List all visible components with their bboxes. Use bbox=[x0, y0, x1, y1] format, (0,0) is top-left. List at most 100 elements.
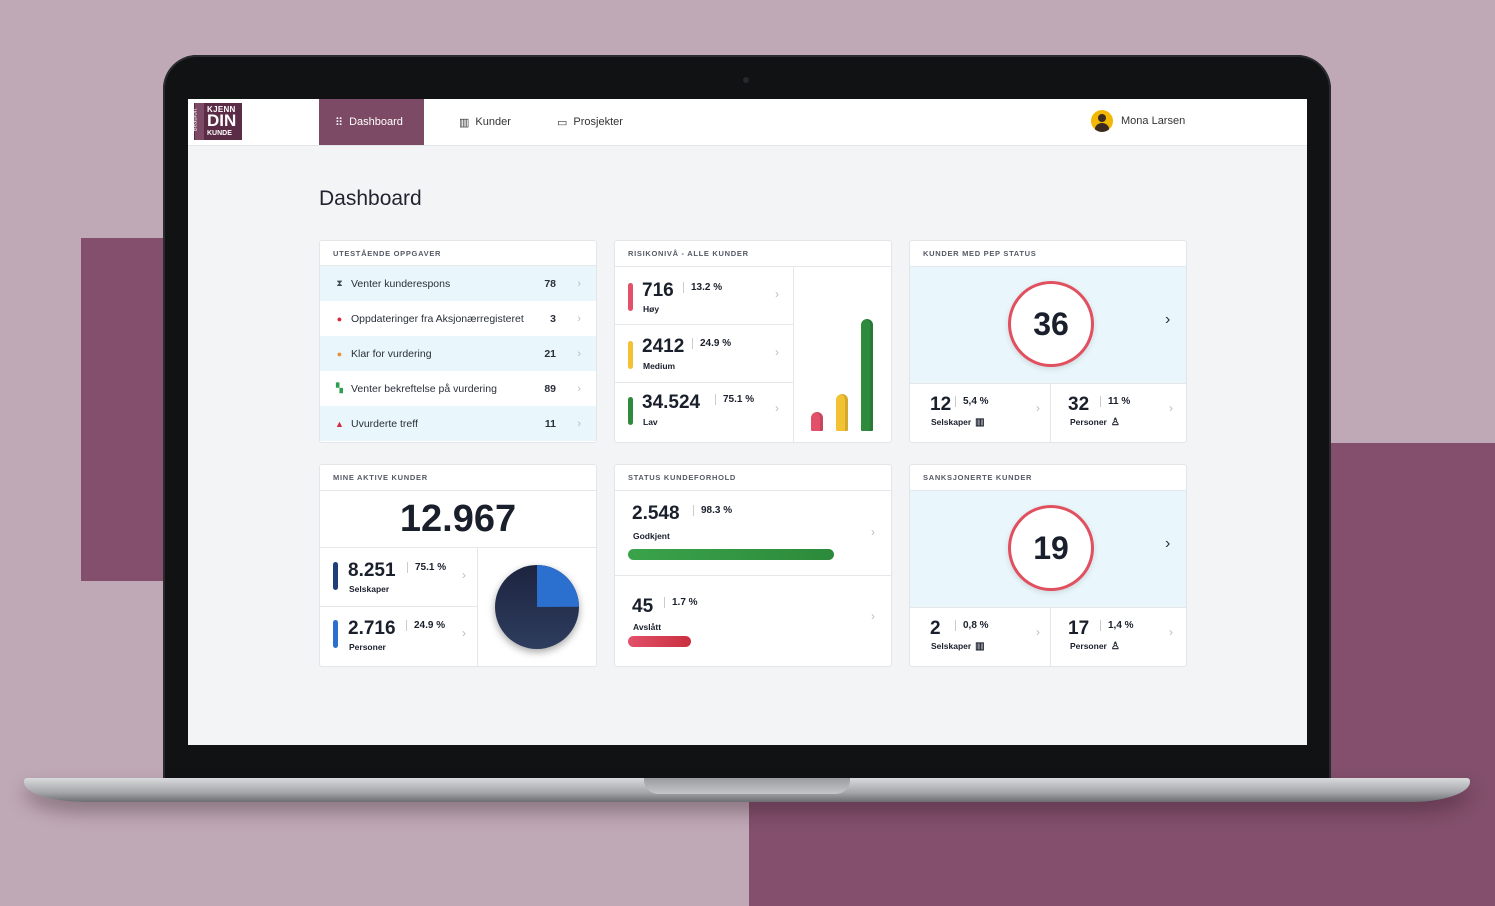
app-logo[interactable]: Beaufort KJENN DIN KUNDE bbox=[192, 103, 242, 140]
top-navigation-bar: Beaufort KJENN DIN KUNDE ⠿ Dashboard ▥ K… bbox=[188, 99, 1307, 146]
task-label: Klar for vurdering bbox=[351, 347, 432, 360]
risk-value: 34.524 bbox=[642, 392, 701, 413]
rejected-progress-bar bbox=[628, 636, 691, 647]
active-companies[interactable]: 8.251 75.1 % Selskaper › bbox=[320, 548, 477, 606]
chevron-right-icon: › bbox=[577, 417, 581, 430]
card-title: UTESTÅENDE OPPGAVER bbox=[333, 249, 442, 258]
sanctions-companies-value: 2 bbox=[930, 618, 941, 639]
background-block-bottom bbox=[749, 790, 1495, 906]
risk-row-lav[interactable]: 34.524 75.1 % Lav › bbox=[615, 383, 793, 441]
card-pep-status: KUNDER MED PEP STATUS 36 › 12 5,4 % Sels… bbox=[909, 240, 1187, 443]
chevron-right-icon: › bbox=[775, 401, 779, 415]
hourglass-icon: ⧗ bbox=[336, 278, 343, 288]
nav-item-label: Dashboard bbox=[349, 116, 403, 128]
persons-color-bar bbox=[333, 620, 338, 648]
grid-icon: ⠿ bbox=[335, 116, 344, 129]
active-persons[interactable]: 2.716 24.9 % Personer › bbox=[320, 607, 477, 665]
pep-companies-percent: 5,4 % bbox=[955, 396, 989, 407]
customer-split-pie-chart bbox=[495, 565, 579, 649]
active-companies-value: 8.251 bbox=[348, 560, 396, 581]
pep-companies[interactable]: 12 5,4 % Selskaper ▥ › bbox=[910, 384, 1050, 442]
task-count: 21 bbox=[544, 347, 556, 360]
sanctions-persons[interactable]: 17 1,4 % Personer ♙ › bbox=[1051, 608, 1186, 666]
card-sanctioned-customers: SANKSJONERTE KUNDER 19 › 2 0,8 % Selskap… bbox=[909, 464, 1187, 667]
risk-chart-bar-høy bbox=[811, 412, 823, 431]
warning-triangle-icon: ▲ bbox=[335, 418, 344, 429]
risk-row-medium[interactable]: 2412 24.9 % Medium › bbox=[615, 325, 793, 382]
rejected-label: Avslått bbox=[633, 622, 662, 632]
risk-percent: 75.1 % bbox=[715, 394, 754, 405]
chevron-right-icon: › bbox=[871, 525, 875, 539]
task-label: Oppdateringer fra Aksjonærregisteret bbox=[351, 312, 524, 325]
laptop-notch bbox=[644, 778, 850, 794]
approved-label: Godkjent bbox=[633, 531, 670, 541]
task-count: 78 bbox=[544, 277, 556, 290]
pie-slice-personer bbox=[537, 565, 579, 607]
user-menu[interactable]: Mona Larsen bbox=[1091, 110, 1185, 132]
risk-color-bar bbox=[628, 341, 633, 369]
page-title: Dashboard bbox=[319, 187, 422, 210]
logo-text-top: KJENN bbox=[207, 105, 236, 114]
risk-bar-chart bbox=[794, 267, 891, 442]
app-screen: Beaufort KJENN DIN KUNDE ⠿ Dashboard ▥ K… bbox=[188, 99, 1307, 745]
risk-percent: 13.2 % bbox=[683, 282, 722, 293]
task-row-klar-for-vurdering[interactable]: ● Klar for vurdering 21 › bbox=[320, 336, 596, 371]
card-outstanding-tasks: UTESTÅENDE OPPGAVER ⧗ Venter kunderespon… bbox=[319, 240, 597, 443]
chevron-right-icon: › bbox=[775, 287, 779, 301]
nav-item-label: Prosjekter bbox=[573, 116, 623, 128]
risk-label: Høy bbox=[643, 304, 660, 314]
chevron-right-icon: › bbox=[577, 347, 581, 360]
active-persons-value: 2.716 bbox=[348, 618, 396, 639]
risk-row-hoy[interactable]: 716 13.2 % Høy › bbox=[615, 267, 793, 324]
person-icon: ♙ bbox=[1110, 417, 1120, 428]
stack-icon: ▚ bbox=[336, 383, 343, 393]
status-approved[interactable]: 2.548 98.3 % Godkjent › bbox=[615, 491, 891, 575]
pep-persons-label: Personer bbox=[1070, 417, 1107, 427]
task-count: 89 bbox=[544, 382, 556, 395]
chevron-right-icon: › bbox=[1169, 625, 1173, 639]
task-row-venter-bekreftelse[interactable]: ▚ Venter bekreftelse på vurdering 89 › bbox=[320, 371, 596, 406]
risk-chart-bar-lav bbox=[861, 319, 873, 431]
card-title: RISIKONIVÅ - ALLE KUNDER bbox=[628, 249, 749, 258]
sanctions-persons-value: 17 bbox=[1068, 618, 1090, 639]
sanctions-total-panel[interactable]: 19 › bbox=[910, 491, 1186, 607]
chevron-right-icon: › bbox=[1036, 625, 1040, 639]
red-dot-icon: ● bbox=[336, 313, 343, 324]
nav-item-prosjekter[interactable]: ▭ Prosjekter bbox=[557, 99, 623, 145]
pep-persons[interactable]: 32 11 % Personer ♙ › bbox=[1051, 384, 1186, 442]
risk-percent: 24.9 % bbox=[692, 338, 731, 349]
task-row-uvurderte-treff[interactable]: ▲ Uvurderte treff 11 › bbox=[320, 406, 596, 441]
approved-value: 2.548 bbox=[632, 503, 680, 524]
active-persons-label: Personer bbox=[349, 642, 386, 652]
approved-progress-bar bbox=[628, 549, 834, 560]
pep-companies-label: Selskaper bbox=[931, 417, 972, 427]
task-label: Uvurderte treff bbox=[351, 417, 418, 430]
chevron-right-icon: › bbox=[577, 312, 581, 325]
task-row-oppdateringer[interactable]: ● Oppdateringer fra Aksjonærregisteret 3… bbox=[320, 301, 596, 336]
task-label: Venter kunderespons bbox=[351, 277, 451, 290]
chevron-right-icon: › bbox=[462, 568, 466, 582]
pep-total-panel[interactable]: 36 › bbox=[910, 267, 1186, 383]
risk-value: 716 bbox=[642, 280, 674, 301]
active-companies-label: Selskaper bbox=[349, 584, 390, 594]
sanctions-companies[interactable]: 2 0,8 % Selskaper ▥ › bbox=[910, 608, 1050, 666]
user-name: Mona Larsen bbox=[1121, 115, 1186, 127]
nav-item-dashboard[interactable]: ⠿ Dashboard bbox=[319, 99, 424, 145]
active-companies-percent: 75.1 % bbox=[407, 562, 446, 573]
card-title: SANKSJONERTE KUNDER bbox=[923, 473, 1033, 482]
chevron-right-icon: › bbox=[577, 382, 581, 395]
person-icon: ♙ bbox=[1110, 641, 1120, 652]
rejected-percent: 1.7 % bbox=[664, 597, 698, 608]
pep-companies-value: 12 bbox=[930, 394, 952, 415]
task-row-venter-kunderespons[interactable]: ⧗ Venter kunderespons 78 › bbox=[320, 266, 596, 301]
sanctions-persons-percent: 1,4 % bbox=[1100, 620, 1134, 631]
folder-icon: ▭ bbox=[557, 116, 568, 129]
chevron-right-icon: › bbox=[1169, 401, 1173, 415]
task-count: 11 bbox=[544, 417, 556, 430]
chevron-right-icon: › bbox=[1165, 535, 1171, 552]
status-rejected[interactable]: 45 1.7 % Avslått › bbox=[615, 576, 891, 666]
building-icon: ▥ bbox=[975, 417, 985, 428]
pep-persons-value: 32 bbox=[1068, 394, 1090, 415]
nav-item-kunder[interactable]: ▥ Kunder bbox=[459, 99, 511, 145]
chevron-right-icon: › bbox=[1165, 311, 1171, 328]
